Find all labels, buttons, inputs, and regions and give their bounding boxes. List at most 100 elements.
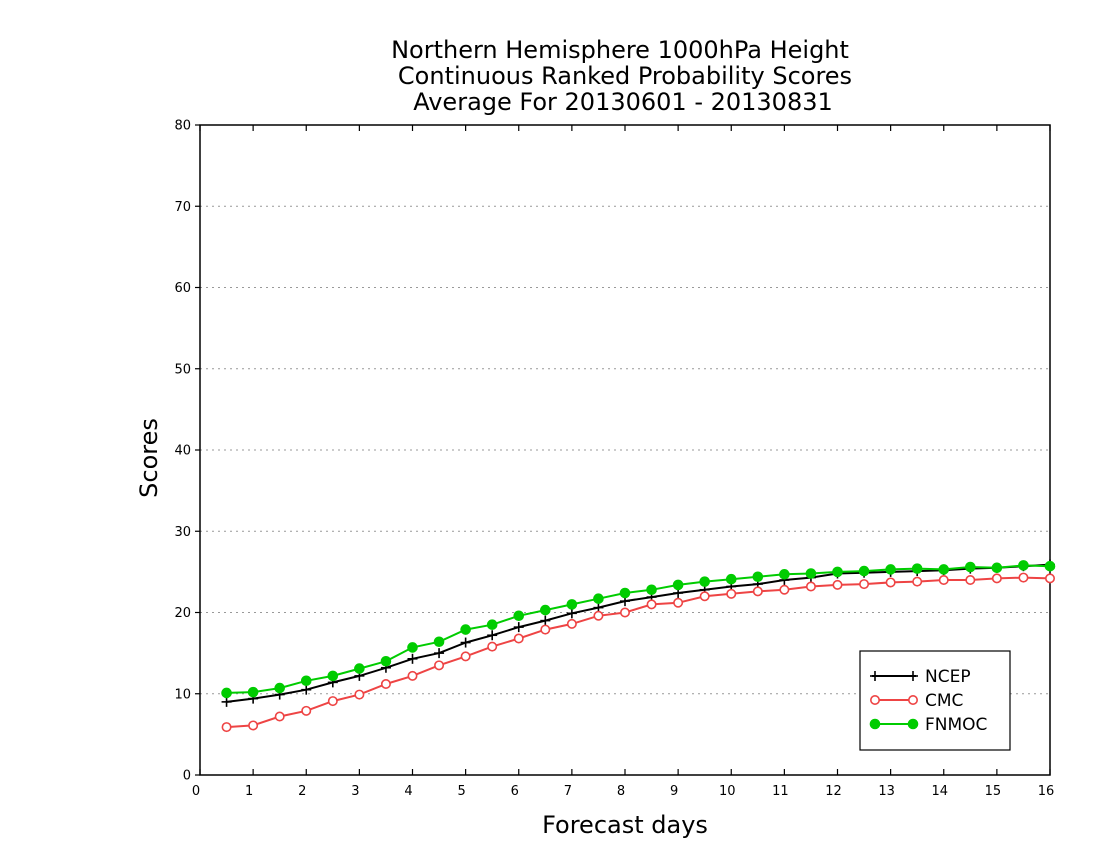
x-tick-label: 15 xyxy=(985,784,1002,799)
y-tick-label: 20 xyxy=(174,606,191,621)
x-tick-label: 5 xyxy=(457,784,465,799)
y-tick-label: 30 xyxy=(174,525,191,540)
legend-marker-cmc xyxy=(869,694,880,705)
data-point-fnmoc xyxy=(1044,560,1056,572)
data-point-cmc xyxy=(938,574,949,585)
data-point-ncep xyxy=(434,648,445,659)
data-point-cmc xyxy=(407,670,418,681)
x-tick-label: 6 xyxy=(511,784,519,799)
data-point-fnmoc xyxy=(593,593,604,604)
data-point-cmc xyxy=(327,696,338,707)
legend-entry-ncep: NCEP xyxy=(870,667,971,687)
legend-entry-fnmoc: FNMOC xyxy=(869,715,987,735)
series-cmc xyxy=(221,572,1056,733)
data-point-ncep xyxy=(487,630,498,641)
y-tick-label: 60 xyxy=(174,281,191,296)
x-tick-label: 1 xyxy=(245,784,253,799)
y-tick-label: 10 xyxy=(174,687,191,702)
data-point-cmc xyxy=(832,579,843,590)
x-tick-label: 3 xyxy=(351,784,359,799)
data-point-fnmoc xyxy=(699,576,710,587)
data-point-cmc xyxy=(965,574,976,585)
data-point-fnmoc xyxy=(991,562,1003,574)
x-tick-label: 12 xyxy=(825,784,842,799)
data-point-cmc xyxy=(1045,573,1056,584)
data-point-cmc xyxy=(673,597,684,608)
data-point-cmc xyxy=(805,581,816,592)
data-point-cmc xyxy=(380,678,391,689)
data-point-cmc xyxy=(274,711,285,722)
data-point-fnmoc xyxy=(300,675,312,687)
data-point-fnmoc xyxy=(646,584,657,596)
title-line-2: Continuous Ranked Probability Scores xyxy=(398,62,852,90)
series-fnmoc xyxy=(221,560,1056,699)
legend-marker-cmc xyxy=(907,694,918,705)
y-tick-label: 40 xyxy=(174,444,191,459)
data-point-ncep xyxy=(513,622,524,633)
y-tick-label: 80 xyxy=(174,119,191,134)
data-point-cmc xyxy=(301,705,312,716)
data-point-fnmoc xyxy=(380,655,392,667)
data-point-fnmoc xyxy=(327,670,339,682)
data-point-fnmoc xyxy=(540,604,551,616)
legend-entry-cmc: CMC xyxy=(869,691,963,711)
x-tick-label: 2 xyxy=(298,784,306,799)
data-point-cmc xyxy=(593,610,604,621)
data-point-fnmoc xyxy=(247,686,259,698)
data-point-cmc xyxy=(434,660,445,671)
data-point-cmc xyxy=(513,633,524,644)
y-tick-label: 70 xyxy=(174,200,191,215)
x-tick-label: 16 xyxy=(1038,784,1055,799)
data-point-cmc xyxy=(1018,572,1029,583)
data-point-fnmoc xyxy=(832,566,843,578)
data-point-cmc xyxy=(991,573,1002,584)
data-point-fnmoc xyxy=(1018,560,1029,571)
legend-entries: NCEP CMC FNMOC xyxy=(869,667,987,735)
data-point-fnmoc xyxy=(460,624,471,635)
legend-marker-fnmoc xyxy=(907,718,919,730)
x-axis-title: Forecast days xyxy=(542,811,708,839)
data-point-ncep xyxy=(221,696,232,707)
data-point-cmc xyxy=(752,586,763,597)
data-point-fnmoc xyxy=(938,564,950,575)
data-point-cmc xyxy=(859,579,870,590)
data-point-fnmoc xyxy=(354,663,365,674)
data-point-cmc xyxy=(619,607,630,618)
legend-marker-ncep xyxy=(908,671,918,681)
data-point-fnmoc xyxy=(486,619,498,630)
y-tick-label: 0 xyxy=(183,769,191,784)
x-tick-label: 9 xyxy=(670,784,678,799)
data-point-cmc xyxy=(460,651,471,662)
data-point-fnmoc xyxy=(779,569,790,580)
data-point-cmc xyxy=(354,689,365,700)
x-tick-label: 11 xyxy=(772,784,789,799)
data-point-cmc xyxy=(885,577,896,588)
x-tick-label: 7 xyxy=(564,784,572,799)
x-tick-label: 0 xyxy=(192,784,200,799)
data-point-fnmoc xyxy=(221,687,232,699)
data-point-cmc xyxy=(646,599,657,610)
data-point-fnmoc xyxy=(513,610,525,622)
data-point-cmc xyxy=(566,618,577,629)
data-point-fnmoc xyxy=(407,642,418,653)
data-point-ncep xyxy=(301,684,312,695)
data-point-fnmoc xyxy=(433,636,445,648)
x-tick-label: 14 xyxy=(931,784,948,799)
legend-marker-ncep xyxy=(870,671,880,681)
y-tick-label: 50 xyxy=(174,362,191,377)
x-tick-label: 4 xyxy=(404,784,412,799)
x-tick-label: 10 xyxy=(719,784,736,799)
x-tick-label: 13 xyxy=(878,784,895,799)
legend: NCEP CMC FNMOC xyxy=(859,650,1011,751)
data-point-cmc xyxy=(912,576,923,587)
data-point-fnmoc xyxy=(805,568,817,579)
data-point-cmc xyxy=(726,588,737,599)
data-point-cmc xyxy=(248,720,259,731)
data-point-ncep xyxy=(566,608,577,619)
data-point-cmc xyxy=(221,722,232,733)
legend-marker-fnmoc xyxy=(869,718,881,730)
series-lines xyxy=(221,559,1056,733)
data-point-fnmoc xyxy=(885,564,896,575)
y-axis-ticks: 0 10 20 30 40 50 60 70 80 xyxy=(174,119,200,784)
